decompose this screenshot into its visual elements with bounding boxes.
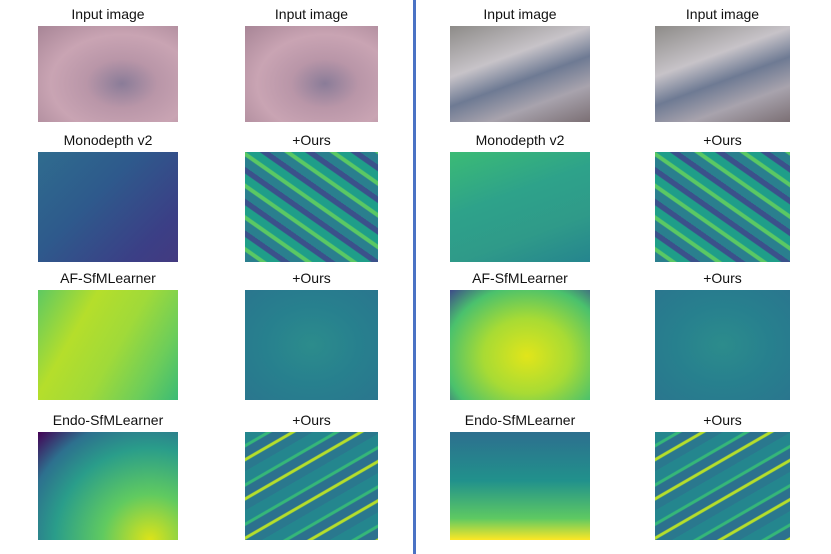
depth-map xyxy=(655,152,790,262)
image-label: Monodepth v2 xyxy=(63,132,153,148)
image-label: Input image xyxy=(483,6,557,22)
image-label: Input image xyxy=(71,6,145,22)
depth-map xyxy=(245,152,378,262)
depth-map xyxy=(655,290,790,400)
depth-map xyxy=(38,290,178,400)
image-label: +Ours xyxy=(703,132,742,148)
image-label: +Ours xyxy=(292,132,331,148)
input-image xyxy=(245,26,378,122)
image-label: AF-SfMLearner xyxy=(472,270,568,286)
depth-map xyxy=(450,290,590,400)
depth-map xyxy=(245,432,378,540)
image-label: Endo-SfMLearner xyxy=(464,412,576,428)
depth-map xyxy=(655,432,790,540)
input-image xyxy=(38,26,178,122)
input-image xyxy=(450,26,590,122)
depth-map xyxy=(38,152,178,262)
image-label: Monodepth v2 xyxy=(475,132,565,148)
image-label: Endo-SfMLearner xyxy=(52,412,164,428)
depth-map xyxy=(450,152,590,262)
image-label: Input image xyxy=(274,6,349,22)
depth-map xyxy=(38,432,178,540)
image-label: +Ours xyxy=(292,412,331,428)
depth-map xyxy=(450,432,590,540)
input-image xyxy=(655,26,790,122)
image-label: +Ours xyxy=(703,270,742,286)
divider xyxy=(413,0,416,554)
image-label: +Ours xyxy=(292,270,331,286)
image-label: AF-SfMLearner xyxy=(60,270,156,286)
depth-map xyxy=(245,290,378,400)
image-label: Input image xyxy=(685,6,760,22)
image-label: +Ours xyxy=(703,412,742,428)
